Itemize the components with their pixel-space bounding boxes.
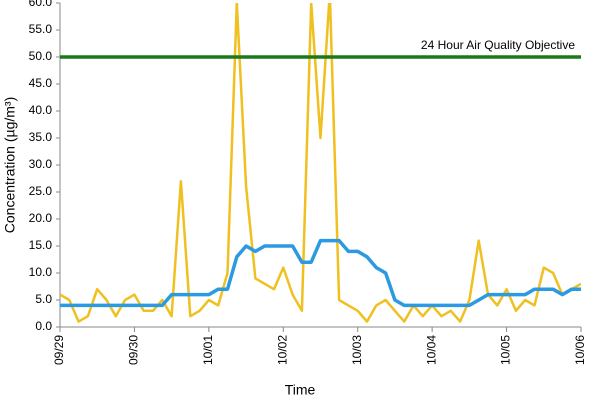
x-tick-label: 10/06: [573, 335, 587, 365]
x-axis-label: Time: [285, 382, 316, 398]
x-tick-label: 10/02: [275, 335, 289, 365]
y-tick-label: 45.0: [29, 76, 53, 90]
x-tick-label: 10/05: [499, 335, 513, 365]
y-tick-label: 15.0: [29, 238, 53, 252]
x-tick-label: 10/03: [350, 335, 364, 365]
y-tick-label: 10.0: [29, 265, 53, 279]
y-tick-label: 30.0: [29, 157, 53, 171]
y-tick-label: 40.0: [29, 103, 53, 117]
x-tick-label: 10/04: [424, 335, 438, 365]
y-tick-label: 55.0: [29, 22, 53, 36]
y-tick-label: 50.0: [29, 49, 53, 63]
y-axis-label: Concentration (µg/m³): [2, 97, 18, 233]
y-tick-label: 20.0: [29, 211, 53, 225]
plot-area: [60, 3, 581, 323]
reference-label: 24 Hour Air Quality Objective: [421, 38, 575, 52]
x-tick-label: 10/01: [201, 335, 215, 365]
y-tick-label: 5.0: [35, 292, 52, 306]
y-tick-label: 0.0: [35, 319, 52, 333]
y-tick-label: 25.0: [29, 184, 53, 198]
x-tick-label: 09/30: [127, 335, 141, 365]
x-tick-label: 09/29: [52, 335, 66, 365]
y-tick-label: 60.0: [29, 0, 53, 9]
series-line: [60, 3, 581, 323]
series-line: [60, 238, 581, 308]
y-tick-label: 35.0: [29, 130, 53, 144]
